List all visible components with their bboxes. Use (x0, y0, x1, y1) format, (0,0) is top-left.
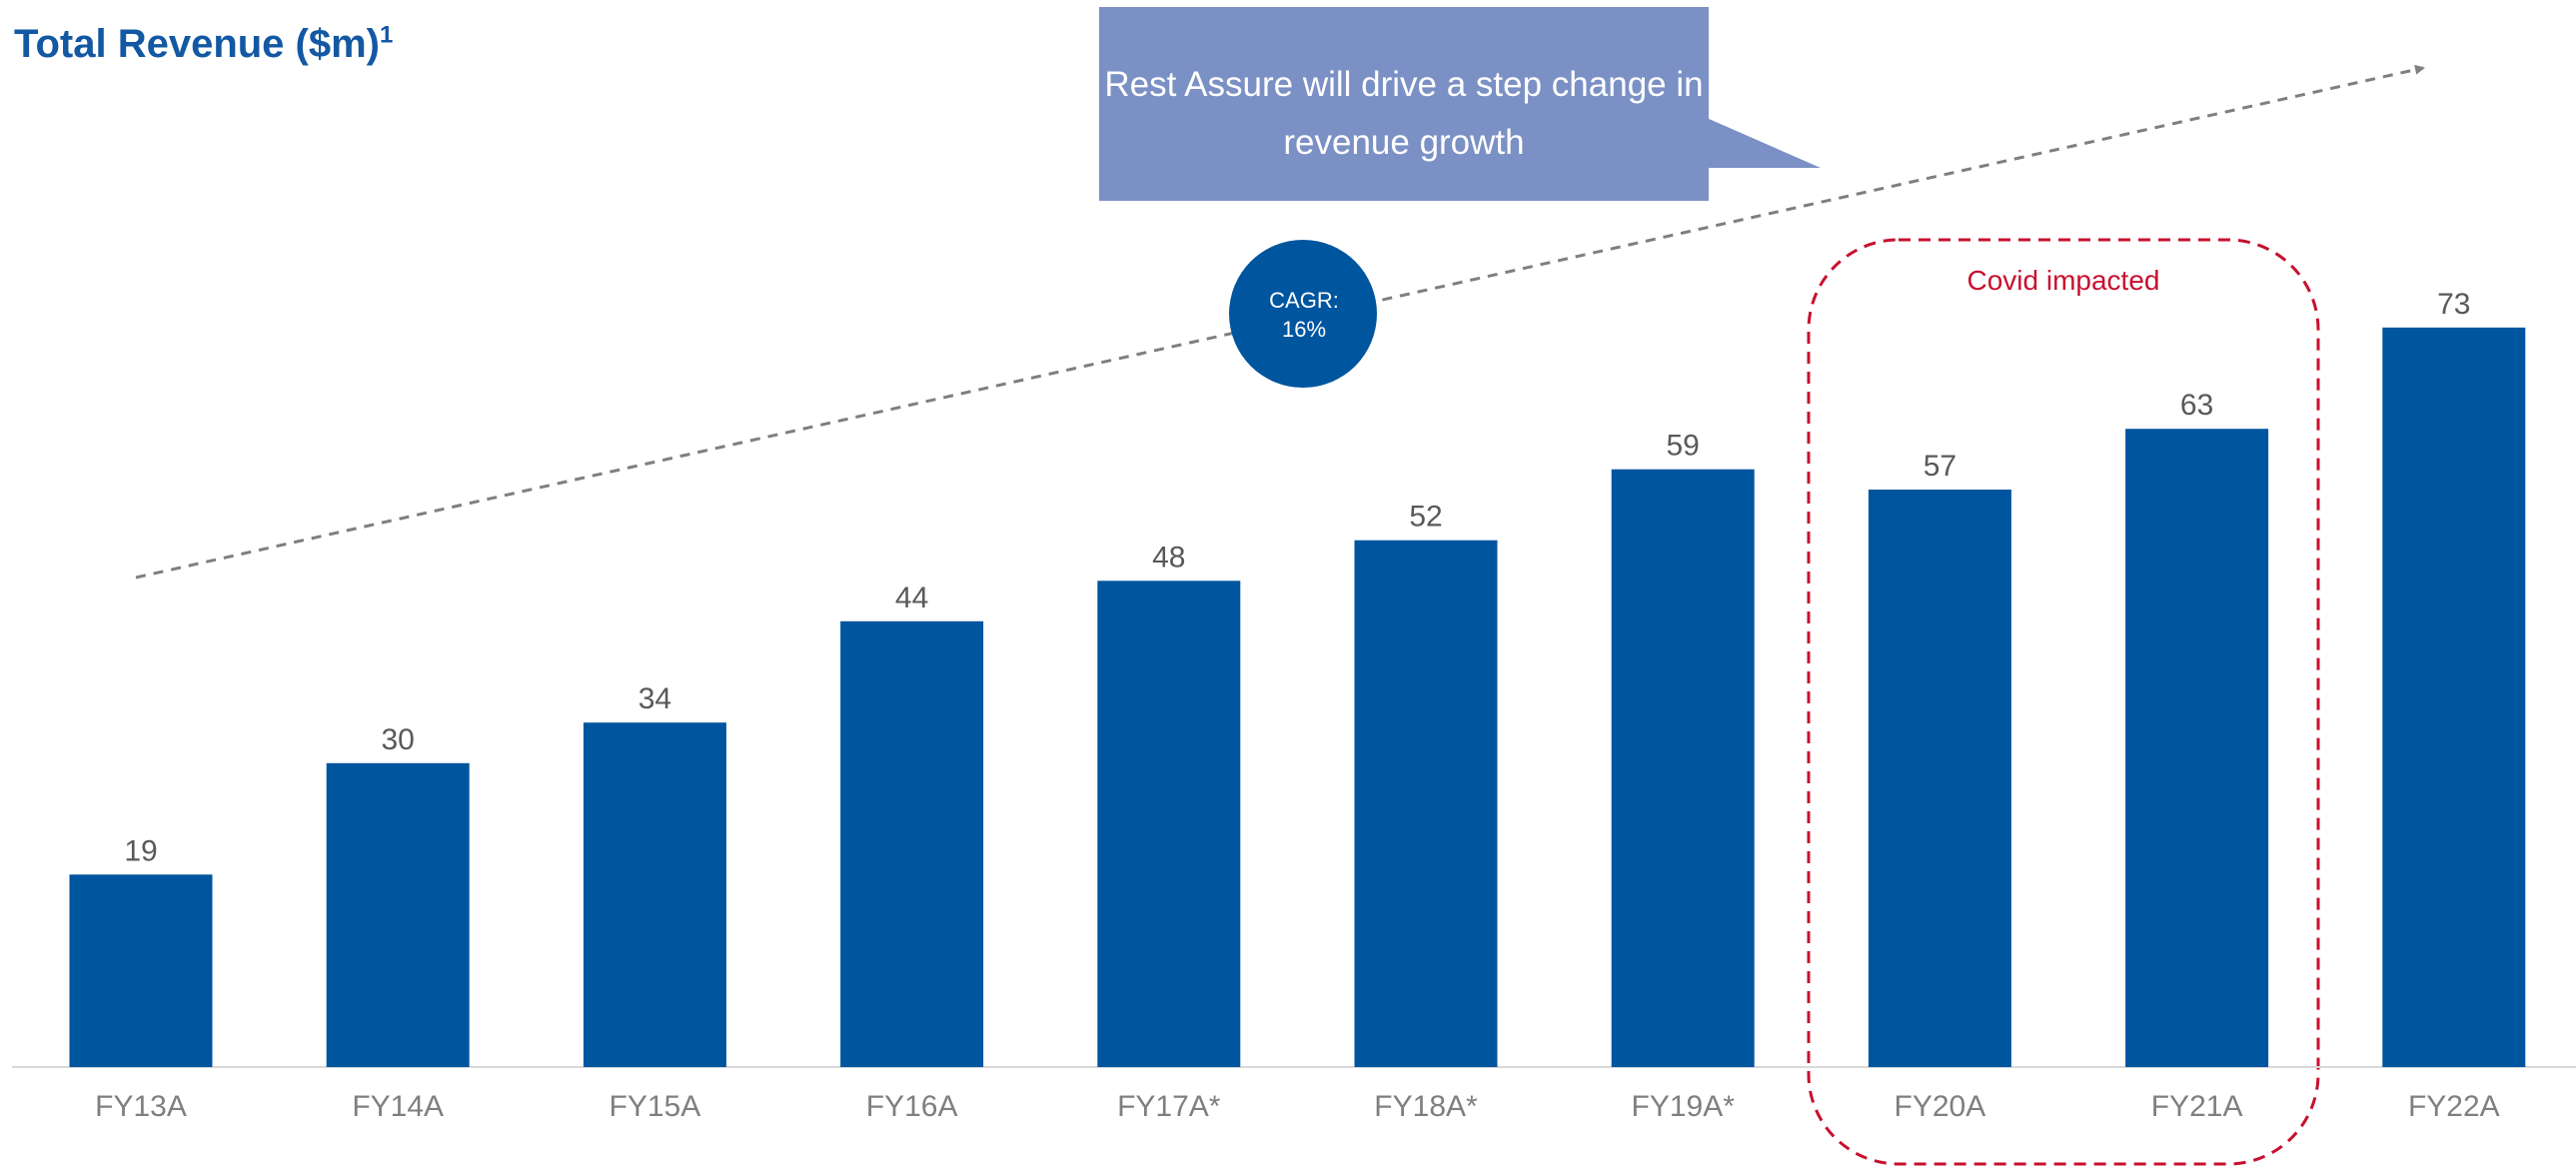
value-label-FY17A*: 48 (1152, 541, 1185, 574)
value-label-FY19A*: 59 (1667, 430, 1700, 463)
callout-box (1099, 7, 1821, 201)
bar-FY18A* (1354, 540, 1498, 1067)
value-label-FY13A: 19 (124, 834, 157, 867)
category-label-FY13A: FY13A (95, 1090, 187, 1123)
bar-FY13A (69, 874, 213, 1067)
value-label-FY22A: 73 (2437, 288, 2470, 321)
cagr-circle (1229, 240, 1377, 388)
bar-FY15A (583, 722, 726, 1067)
category-label-FY15A: FY15A (610, 1090, 701, 1123)
category-label-FY18A*: FY18A* (1374, 1090, 1478, 1123)
category-label-FY20A: FY20A (1895, 1090, 1986, 1123)
bar-FY20A (1868, 490, 2011, 1067)
category-label-FY19A*: FY19A* (1632, 1090, 1736, 1123)
covid-label: Covid impacted (1966, 265, 2160, 296)
category-label-FY22A: FY22A (2408, 1090, 2500, 1123)
category-label-FY17A*: FY17A* (1117, 1090, 1221, 1123)
bar-FY17A* (1097, 581, 1241, 1067)
bars-layer: 19 FY13A 30 FY14A 34 FY15A 44 FY16A 48 FY17A* 52 FY… (69, 288, 2526, 1123)
value-label-FY18A*: 52 (1409, 501, 1442, 534)
category-label-FY21A: FY21A (2151, 1090, 2243, 1123)
value-label-FY20A: 57 (1924, 450, 1956, 483)
covid-highlight-box (1807, 238, 2320, 1166)
bar-FY22A (2382, 327, 2526, 1067)
cagr-value: 16% (1281, 317, 1327, 342)
chart-title: Total Revenue ($m)1 (14, 22, 393, 67)
value-label-FY21A: 63 (2180, 389, 2213, 422)
value-label-FY14A: 30 (382, 723, 415, 756)
bar-FY16A (840, 620, 984, 1067)
bar-FY19A* (1611, 469, 1755, 1067)
callout-text: Rest Assure will drive a step change in … (1104, 65, 1704, 162)
chart-title-text: Total Revenue ($m) (14, 22, 380, 66)
title-footnote: 1 (380, 21, 394, 49)
bar-FY14A (326, 762, 470, 1067)
category-label-FY14A: FY14A (352, 1090, 444, 1123)
value-label-FY16A: 44 (895, 582, 928, 614)
category-label-FY16A: FY16A (866, 1090, 958, 1123)
bar-FY21A (2125, 429, 2269, 1067)
value-label-FY15A: 34 (639, 682, 671, 715)
cagr-label: CAGR: (1269, 288, 1339, 313)
cagr-text: CAGR: 16% (1229, 286, 1379, 344)
